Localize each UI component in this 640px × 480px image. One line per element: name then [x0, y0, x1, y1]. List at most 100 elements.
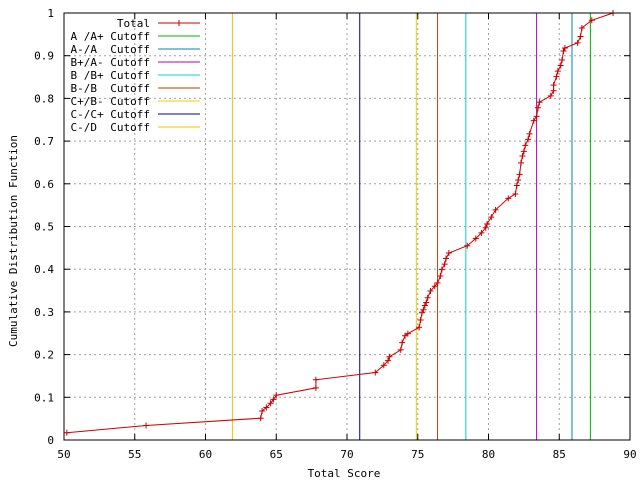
- cutoff-lines: [231, 13, 591, 440]
- data-point-marker: [273, 392, 280, 399]
- data-point-marker: [478, 229, 485, 236]
- grid-lines: [64, 13, 630, 440]
- data-point-marker: [380, 362, 387, 369]
- data-point-marker: [530, 117, 537, 124]
- data-point-marker: [550, 82, 557, 89]
- data-point-marker: [437, 273, 444, 280]
- data-point-marker: [550, 87, 557, 94]
- y-tick-label: 0.8: [34, 92, 54, 105]
- data-point-marker: [526, 130, 533, 137]
- data-point-marker: [492, 206, 499, 213]
- data-point-marker: [513, 182, 520, 189]
- x-axis-label: Total Score: [308, 467, 381, 480]
- data-point-marker: [63, 429, 70, 436]
- data-point-marker: [547, 92, 554, 99]
- data-point-marker: [559, 56, 566, 63]
- y-tick-label: 1: [47, 7, 54, 20]
- data-point-marker: [372, 369, 379, 376]
- y-tick-label: 0: [47, 434, 54, 447]
- y-tick-label: 0.2: [34, 349, 54, 362]
- data-point-marker: [418, 309, 425, 316]
- legend-label: C+/B- Cutoff: [71, 95, 150, 108]
- data-point-marker: [554, 68, 561, 75]
- series-layer: [63, 10, 617, 436]
- legend-label: C-/C+ Cutoff: [71, 108, 150, 121]
- x-tick-label: 85: [553, 448, 566, 461]
- data-point-marker: [312, 384, 319, 391]
- data-point-marker: [385, 357, 392, 364]
- data-point-marker: [533, 113, 540, 120]
- data-point-marker: [557, 62, 564, 69]
- data-point-marker: [515, 176, 522, 183]
- data-point-marker: [434, 279, 441, 286]
- x-tick-label: 75: [411, 448, 424, 461]
- data-point-marker: [404, 330, 411, 337]
- data-point-marker: [416, 324, 423, 331]
- legend-label: A /A+ Cutoff: [71, 30, 150, 43]
- y-tick-label: 0.1: [34, 391, 54, 404]
- data-point-marker: [257, 415, 264, 422]
- data-point-marker: [421, 302, 428, 309]
- data-point-marker: [522, 142, 529, 149]
- data-point-marker: [518, 159, 525, 166]
- y-tick-label: 0.9: [34, 50, 54, 63]
- y-axis-label: Cumulative Distribution Function: [7, 135, 20, 347]
- data-point-marker: [427, 287, 434, 294]
- data-point-marker: [263, 404, 270, 411]
- y-tick-label: 0.4: [34, 263, 54, 276]
- data-point-marker: [399, 339, 406, 346]
- data-point-marker: [588, 17, 595, 24]
- y-tick-label: 0.6: [34, 178, 54, 191]
- x-tick-label: 65: [270, 448, 283, 461]
- x-tick-label: 90: [623, 448, 636, 461]
- data-point-marker: [488, 214, 495, 221]
- x-axis-ticks: 50 55 60 65 70 75 80 85 90: [57, 13, 637, 461]
- data-point-marker: [561, 45, 568, 52]
- data-point-marker: [438, 266, 445, 273]
- x-tick-label: 55: [128, 448, 141, 461]
- data-point-marker: [270, 396, 277, 403]
- data-point-marker: [472, 235, 479, 242]
- data-point-marker: [553, 73, 560, 80]
- legend-label: B /B+ Cutoff: [71, 69, 150, 82]
- data-point-marker: [386, 353, 393, 360]
- x-tick-label: 50: [57, 448, 70, 461]
- y-tick-label: 0.3: [34, 306, 54, 319]
- data-point-marker: [312, 376, 319, 383]
- data-point-marker: [512, 191, 519, 198]
- x-tick-label: 70: [340, 448, 353, 461]
- x-tick-label: 80: [482, 448, 495, 461]
- data-point-marker: [574, 39, 581, 46]
- data-point-marker: [397, 346, 404, 353]
- data-point-marker: [560, 48, 567, 55]
- data-point-marker: [420, 306, 427, 313]
- data-point-marker: [578, 24, 585, 31]
- data-point-marker: [267, 400, 274, 407]
- data-point-marker: [431, 283, 438, 290]
- data-point-marker: [259, 407, 266, 414]
- y-tick-label: 0.7: [34, 135, 54, 148]
- data-point-marker: [535, 104, 542, 111]
- data-point-marker: [516, 171, 523, 178]
- legend-label: B+/A- Cutoff: [71, 56, 150, 69]
- legend-label: B-/B Cutoff: [71, 82, 150, 95]
- data-point-marker: [417, 317, 424, 324]
- data-point-marker: [443, 255, 450, 262]
- data-point-marker: [464, 242, 471, 249]
- data-point-marker: [424, 294, 431, 301]
- y-axis-ticks: 0 0.1 0.2 0.3 0.4 0.5 0.6 0.7 0.8 0.9 1: [34, 7, 630, 447]
- data-point-marker: [484, 220, 491, 227]
- data-point-marker: [505, 195, 512, 202]
- data-point-marker: [441, 261, 448, 268]
- x-tick-label: 60: [199, 448, 212, 461]
- data-point-marker: [423, 299, 430, 306]
- data-point-marker: [520, 148, 527, 155]
- data-point-marker: [445, 249, 452, 256]
- legend-label: Total: [117, 17, 150, 30]
- data-point-marker: [536, 99, 543, 106]
- legend-marker: [176, 20, 182, 26]
- data-point-marker: [482, 224, 489, 231]
